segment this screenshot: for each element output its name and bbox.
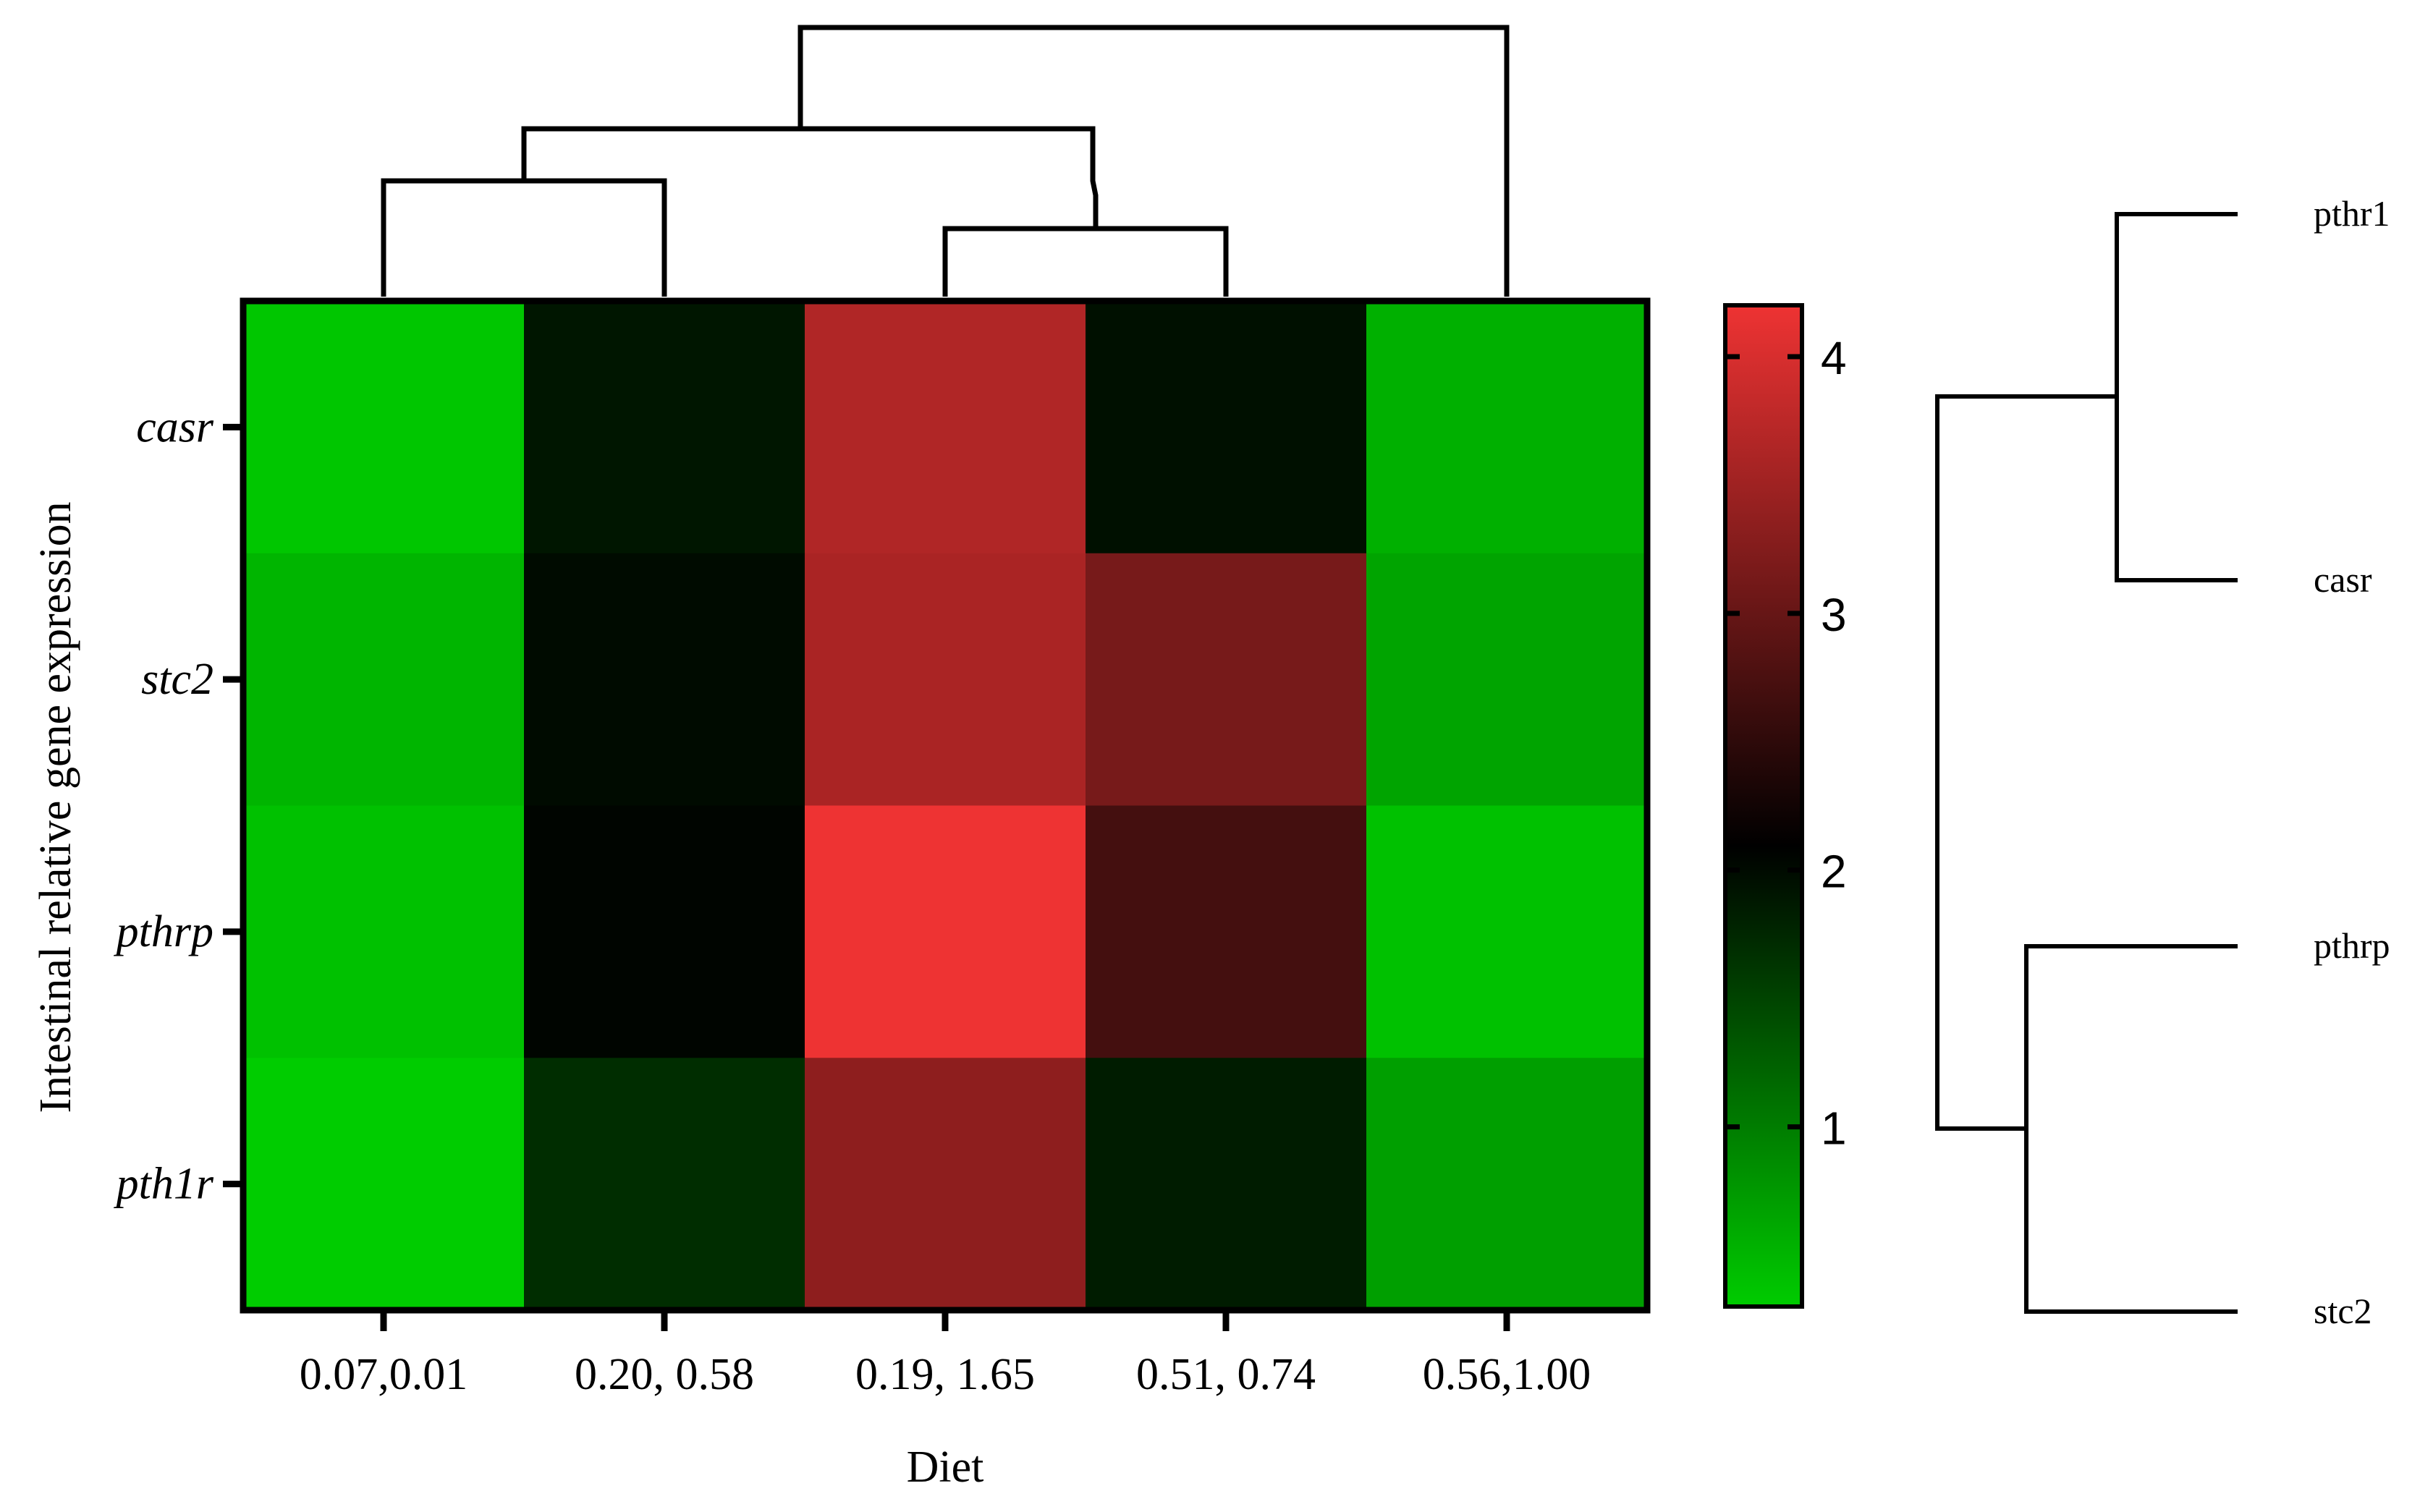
x-axis-title: Diet xyxy=(907,1443,984,1492)
col-dendro-link-root xyxy=(798,25,1510,297)
x-tick-label-2: 0.19, 1.65 xyxy=(855,1350,1035,1399)
x-tick-label-1: 0.20, 0.58 xyxy=(575,1350,754,1399)
x-axis: 0.07,0.01 0.20, 0.58 0.19, 1.65 0.51, 0.74 0… xyxy=(300,1312,1591,1399)
heatmap-cell-stc2-0 xyxy=(243,553,525,806)
row-dendro-link-pthrp-stc2 xyxy=(2024,944,2238,1314)
col-dendro-link-a-b xyxy=(521,126,1099,229)
y-tick-label-casr: casr xyxy=(136,402,214,451)
heatmap-cell-stc2-4 xyxy=(1366,553,1648,806)
y-tick-label-pth1r: pth1r xyxy=(114,1160,214,1209)
row-dendrogram-labels: pthr1 casr pthrp stc2 xyxy=(2314,193,2390,1331)
row-dendro-link-root xyxy=(1935,394,2117,1131)
row-dendro-label-pthrp: pthrp xyxy=(2314,925,2390,966)
row-dendro-label-pthr1: pthr1 xyxy=(2314,193,2390,234)
heatmap-cell-casr-1 xyxy=(524,301,805,554)
y-axis: casr stc2 pthrp pth1r xyxy=(114,402,241,1209)
heatmap-cell-pthrp-3 xyxy=(1086,805,1367,1058)
heatmap-cell-pthrp-2 xyxy=(805,805,1086,1058)
colorbar-ticks: 1 2 3 4 xyxy=(1725,332,1847,1155)
col-dendro-link-2-3 xyxy=(942,226,1229,297)
heatmap-cells xyxy=(243,301,1648,1311)
heatmap-cell-pthrp-4 xyxy=(1366,805,1648,1058)
heatmap-cell-stc2-1 xyxy=(524,553,805,806)
colorbar-tick-label-1: 2 xyxy=(1821,846,1847,898)
colorbar-tick-label-2: 3 xyxy=(1821,589,1847,641)
row-dendro-label-casr: casr xyxy=(2314,559,2372,600)
colorbar-tick-label-0: 1 xyxy=(1821,1103,1847,1155)
heatmap-frame xyxy=(240,297,1651,1314)
heatmap-cell-pthrp-0 xyxy=(243,805,525,1058)
heatmap-cell-pthrp-1 xyxy=(524,805,805,1058)
heatmap-cell-casr-3 xyxy=(1086,301,1367,554)
heatmap-cell-casr-2 xyxy=(805,301,1086,554)
x-tick-label-4: 0.56,1.00 xyxy=(1423,1350,1591,1399)
y-tick-label-pthrp: pthrp xyxy=(114,907,213,956)
heatmap-cell-casr-0 xyxy=(243,301,525,554)
heatmap-cell-stc2-2 xyxy=(805,553,1086,806)
row-dendro-link-pthr1-casr xyxy=(2115,212,2238,582)
row-dendro-label-stc2: stc2 xyxy=(2314,1291,2372,1331)
colorbar-tick-label-3: 4 xyxy=(1821,332,1847,384)
colorbar xyxy=(1723,303,1804,1309)
row-dendrogram xyxy=(1935,212,2238,1314)
x-tick-label-0: 0.07,0.01 xyxy=(300,1350,468,1399)
heatmap-cell-pth1r-3 xyxy=(1086,1058,1367,1311)
heatmap-cell-pth1r-0 xyxy=(243,1058,525,1311)
y-axis-title: Intestinal relative gene expression xyxy=(31,501,80,1113)
y-tick-label-stc2: stc2 xyxy=(141,655,213,704)
heatmap-cell-pth1r-4 xyxy=(1366,1058,1648,1311)
heatmap-cell-pth1r-1 xyxy=(524,1058,805,1311)
heatmap-cell-casr-4 xyxy=(1366,301,1648,554)
heatmap-cell-pth1r-2 xyxy=(805,1058,1086,1311)
col-dendro-link-0-1 xyxy=(381,178,667,297)
column-dendrogram xyxy=(381,25,1510,297)
heatmap-cell-stc2-3 xyxy=(1086,553,1367,806)
x-tick-label-3: 0.51, 0.74 xyxy=(1136,1350,1316,1399)
